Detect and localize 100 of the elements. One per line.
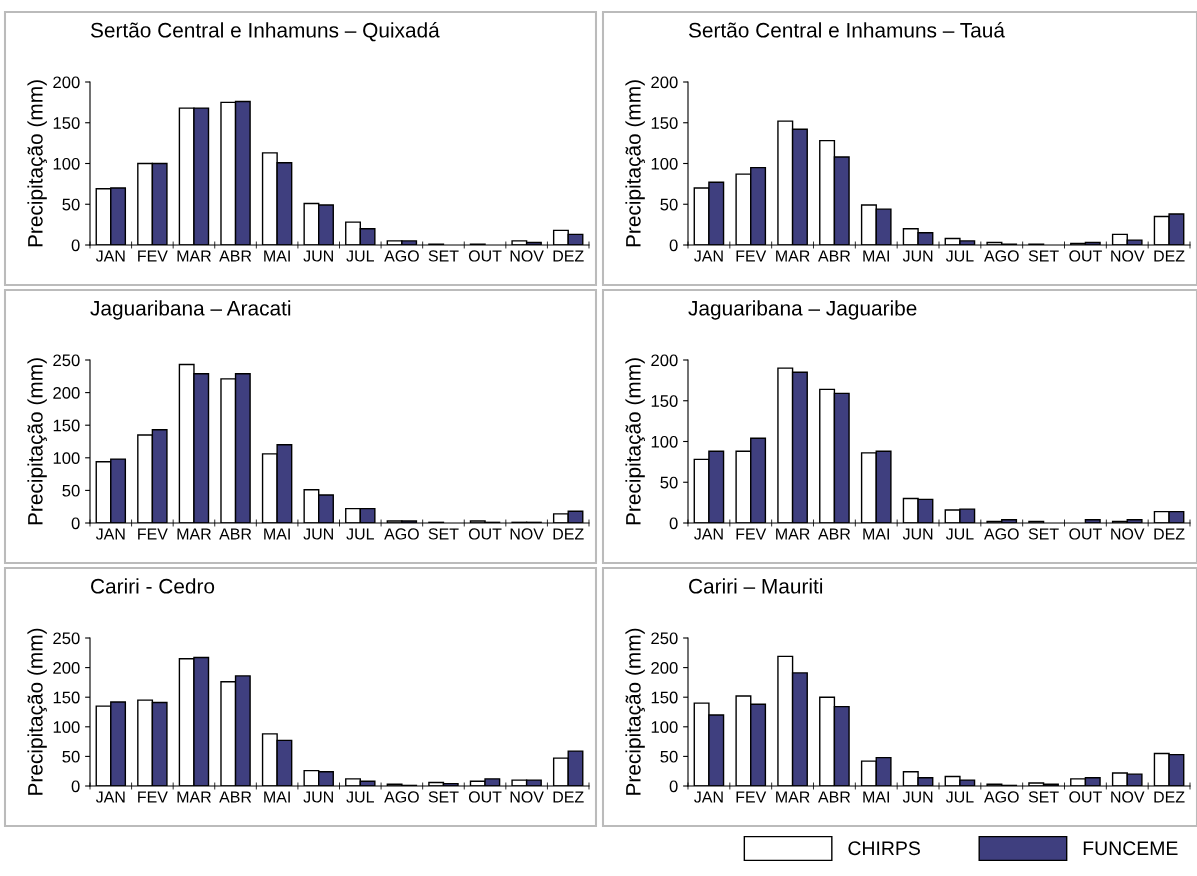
- x-tick-label: JUL: [346, 791, 374, 803]
- x-tick-label: FEV: [138, 791, 168, 803]
- x-tick-label: MAI: [863, 528, 889, 540]
- y-tick-label: 250: [651, 632, 678, 645]
- x-tick-label: NOV: [510, 791, 544, 803]
- x-tick-label: ABR: [818, 250, 851, 262]
- y-tick-label: 100: [651, 721, 678, 733]
- y-tick-label: 250: [53, 632, 80, 645]
- legend-label: FUNCEME: [1083, 841, 1178, 856]
- x-tick-label: NOV: [1111, 791, 1145, 803]
- y-tick-label: 200: [53, 662, 80, 674]
- y-axis-title: Precipitação (mm): [27, 628, 47, 795]
- chart-title: Sertão Central e Inhamuns – Quixadá: [90, 22, 440, 42]
- chart-title: Sertão Central e Inhamuns – Tauá: [688, 22, 1005, 38]
- y-tick-label: 200: [651, 662, 678, 674]
- x-tick-label: JUN: [902, 250, 933, 262]
- y-tick-label: 50: [62, 750, 80, 763]
- x-tick-label: NOV: [1111, 250, 1145, 262]
- x-tick-label: DEZ: [1154, 250, 1185, 262]
- x-tick-label: JAN: [95, 250, 125, 262]
- x-tick-label: SET: [428, 250, 459, 262]
- y-tick-label: 200: [53, 387, 80, 399]
- y-tick-label: 100: [53, 452, 80, 464]
- x-tick-label: OUT: [468, 250, 502, 262]
- x-tick-label: AGO: [384, 250, 419, 262]
- y-tick-label: 50: [660, 476, 678, 489]
- chart-title: Cariri – Mauriti: [689, 578, 823, 594]
- y-tick-label: 150: [651, 395, 678, 407]
- chart-title: Jaguaribana – Aracati: [90, 300, 291, 320]
- x-tick-label: MAI: [264, 791, 290, 803]
- x-tick-label: JAN: [694, 791, 723, 803]
- y-tick-label: 100: [53, 721, 80, 733]
- x-tick-label: SET: [1028, 528, 1059, 540]
- x-tick-label: ABR: [818, 528, 851, 540]
- y-tick-label: 250: [53, 354, 80, 367]
- y-axis-title: Precipitação (mm): [625, 358, 645, 525]
- y-tick-label: 50: [62, 198, 80, 211]
- y-tick-label: 0: [669, 239, 678, 252]
- x-tick-label: JUN: [303, 528, 333, 540]
- x-tick-label: SET: [428, 791, 459, 803]
- y-tick-label: 100: [53, 157, 80, 170]
- x-tick-label: JUN: [902, 528, 933, 540]
- x-tick-label: DEZ: [1154, 791, 1185, 803]
- x-tick-label: JAN: [95, 791, 125, 803]
- x-tick-label: MAR: [177, 250, 211, 262]
- x-tick-label: NOV: [510, 250, 544, 262]
- y-tick-label: 0: [71, 517, 80, 530]
- y-tick-label: 100: [651, 435, 678, 448]
- legend-label: CHIRPS: [848, 841, 920, 856]
- y-tick-label: 200: [651, 354, 678, 367]
- y-tick-label: 150: [53, 117, 80, 129]
- x-tick-label: SET: [1028, 250, 1059, 262]
- x-tick-label: ABR: [219, 250, 252, 262]
- x-tick-label: DEZ: [553, 250, 584, 262]
- x-tick-label: FEV: [138, 528, 168, 540]
- x-tick-label: JUN: [902, 791, 933, 803]
- y-axis-title: Precipitação (mm): [625, 628, 645, 795]
- x-tick-label: FEV: [736, 791, 767, 803]
- x-tick-label: JUL: [346, 528, 374, 540]
- x-tick-label: MAI: [863, 791, 889, 803]
- y-tick-label: 100: [651, 157, 678, 170]
- chart-title: Jaguaribana – Jaguaribe: [688, 300, 917, 320]
- x-tick-label: JAN: [95, 528, 125, 540]
- x-tick-label: OUT: [468, 791, 502, 803]
- x-tick-label: JAN: [694, 528, 723, 540]
- x-tick-label: JUL: [945, 528, 974, 540]
- y-tick-label: 200: [53, 76, 80, 89]
- x-tick-label: AGO: [984, 250, 1019, 262]
- x-tick-label: MAI: [863, 250, 889, 262]
- x-tick-label: ABR: [818, 791, 851, 803]
- x-tick-label: NOV: [510, 528, 544, 540]
- y-tick-label: 200: [651, 76, 678, 89]
- chart-title: Cariri - Cedro: [91, 578, 215, 594]
- y-tick-label: 150: [53, 419, 80, 432]
- y-axis-title: Precipitação (mm): [27, 358, 47, 525]
- x-tick-label: FEV: [138, 250, 168, 262]
- x-tick-label: AGO: [984, 528, 1019, 540]
- x-tick-label: MAI: [264, 250, 290, 262]
- y-tick-label: 150: [651, 117, 678, 129]
- y-tick-label: 50: [62, 484, 80, 497]
- x-tick-label: ABR: [219, 791, 252, 803]
- x-tick-label: SET: [428, 528, 459, 540]
- x-tick-label: MAI: [264, 528, 290, 540]
- x-tick-label: OUT: [1069, 528, 1102, 540]
- y-tick-label: 0: [71, 239, 80, 252]
- y-tick-label: 0: [669, 780, 678, 793]
- y-tick-label: 50: [660, 198, 678, 211]
- x-tick-label: JUN: [303, 791, 333, 803]
- x-tick-label: DEZ: [553, 528, 584, 540]
- y-axis-title: Precipitação (mm): [27, 80, 47, 247]
- x-tick-label: JUL: [945, 791, 974, 803]
- x-tick-label: ABR: [219, 528, 252, 540]
- x-tick-label: DEZ: [1154, 528, 1185, 540]
- x-tick-label: DEZ: [553, 791, 584, 803]
- x-tick-label: FEV: [736, 250, 767, 262]
- y-tick-label: 0: [669, 517, 678, 530]
- x-tick-label: MAR: [776, 250, 810, 262]
- x-tick-label: AGO: [384, 528, 419, 540]
- x-tick-label: MAR: [776, 528, 810, 540]
- x-tick-label: AGO: [984, 791, 1019, 803]
